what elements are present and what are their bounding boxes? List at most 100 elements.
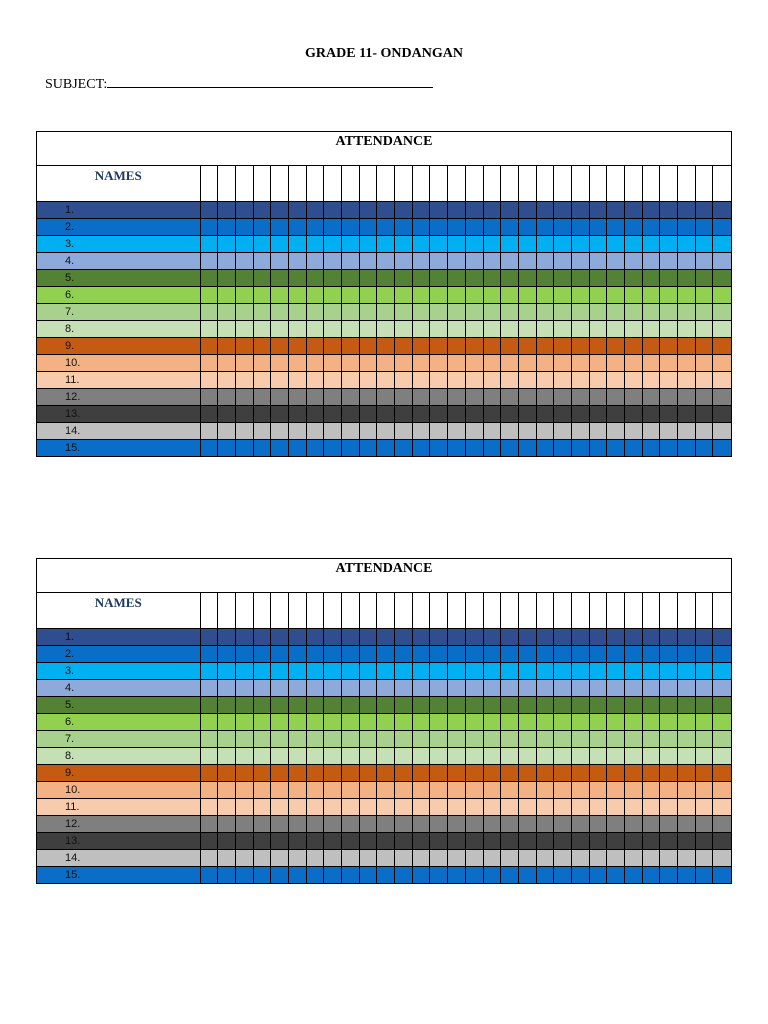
attendance-cell[interactable]	[376, 865, 396, 883]
attendance-cell[interactable]	[588, 353, 608, 372]
attendance-cell[interactable]	[341, 370, 360, 389]
attendance-cell[interactable]	[341, 421, 360, 440]
attendance-cell[interactable]	[234, 780, 254, 799]
attendance-cell[interactable]	[624, 627, 643, 646]
attendance-cell[interactable]	[411, 302, 431, 321]
attendance-cell[interactable]	[252, 865, 272, 883]
attendance-cell[interactable]	[659, 746, 679, 765]
date-column-header[interactable]	[394, 166, 413, 202]
attendance-cell[interactable]	[659, 695, 679, 714]
attendance-cell[interactable]	[447, 302, 466, 321]
attendance-cell[interactable]	[588, 678, 608, 697]
attendance-cell[interactable]	[588, 780, 608, 799]
attendance-cell[interactable]	[588, 234, 608, 253]
student-name-cell[interactable]: 14.	[37, 421, 201, 440]
attendance-cell[interactable]	[341, 763, 360, 782]
attendance-cell[interactable]	[199, 319, 219, 338]
attendance-cell[interactable]	[606, 302, 625, 321]
attendance-cell[interactable]	[305, 848, 325, 867]
attendance-cell[interactable]	[500, 746, 519, 765]
attendance-cell[interactable]	[677, 268, 696, 287]
attendance-cell[interactable]	[376, 627, 396, 646]
attendance-cell[interactable]	[500, 302, 519, 321]
attendance-cell[interactable]	[376, 302, 396, 321]
attendance-cell[interactable]	[376, 831, 396, 850]
attendance-cell[interactable]	[305, 302, 325, 321]
attendance-cell[interactable]	[535, 712, 555, 731]
date-column-header[interactable]	[429, 166, 449, 202]
attendance-cell[interactable]	[464, 865, 484, 883]
attendance-cell[interactable]	[500, 661, 519, 680]
attendance-cell[interactable]	[641, 234, 661, 253]
attendance-cell[interactable]	[447, 780, 466, 799]
attendance-cell[interactable]	[570, 814, 590, 833]
attendance-cell[interactable]	[570, 404, 590, 423]
attendance-cell[interactable]	[411, 319, 431, 338]
attendance-cell[interactable]	[500, 644, 519, 663]
date-column-header[interactable]	[270, 593, 289, 629]
attendance-cell[interactable]	[217, 831, 236, 850]
attendance-cell[interactable]	[570, 353, 590, 372]
attendance-cell[interactable]	[659, 848, 679, 867]
attendance-cell[interactable]	[606, 438, 625, 456]
attendance-cell[interactable]	[376, 712, 396, 731]
attendance-cell[interactable]	[482, 865, 502, 883]
attendance-cell[interactable]	[677, 678, 696, 697]
attendance-cell[interactable]	[199, 336, 219, 355]
attendance-cell[interactable]	[234, 661, 254, 680]
attendance-cell[interactable]	[588, 627, 608, 646]
student-name-cell[interactable]: 7.	[37, 302, 201, 321]
attendance-cell[interactable]	[464, 746, 484, 765]
attendance-cell[interactable]	[234, 695, 254, 714]
attendance-cell[interactable]	[712, 268, 731, 287]
attendance-cell[interactable]	[429, 319, 449, 338]
attendance-cell[interactable]	[305, 251, 325, 270]
attendance-cell[interactable]	[517, 627, 537, 646]
attendance-cell[interactable]	[394, 865, 413, 883]
attendance-cell[interactable]	[659, 661, 679, 680]
attendance-cell[interactable]	[659, 831, 679, 850]
attendance-cell[interactable]	[252, 302, 272, 321]
attendance-cell[interactable]	[677, 438, 696, 456]
attendance-cell[interactable]	[323, 234, 342, 253]
student-name-cell[interactable]: 1.	[37, 200, 201, 219]
attendance-cell[interactable]	[712, 234, 731, 253]
attendance-cell[interactable]	[394, 353, 413, 372]
attendance-cell[interactable]	[394, 695, 413, 714]
attendance-cell[interactable]	[199, 251, 219, 270]
attendance-cell[interactable]	[677, 627, 696, 646]
attendance-cell[interactable]	[411, 763, 431, 782]
attendance-cell[interactable]	[287, 370, 307, 389]
student-name-cell[interactable]: 13.	[37, 404, 201, 423]
date-column-header[interactable]	[464, 166, 484, 202]
attendance-cell[interactable]	[641, 421, 661, 440]
attendance-cell[interactable]	[500, 404, 519, 423]
attendance-cell[interactable]	[712, 865, 731, 883]
attendance-cell[interactable]	[394, 268, 413, 287]
student-name-cell[interactable]: 2.	[37, 644, 201, 663]
attendance-cell[interactable]	[517, 814, 537, 833]
attendance-cell[interactable]	[694, 217, 714, 236]
attendance-cell[interactable]	[464, 797, 484, 816]
date-column-header[interactable]	[482, 593, 502, 629]
attendance-cell[interactable]	[464, 627, 484, 646]
attendance-cell[interactable]	[482, 234, 502, 253]
attendance-cell[interactable]	[606, 217, 625, 236]
attendance-cell[interactable]	[677, 370, 696, 389]
attendance-cell[interactable]	[217, 200, 236, 219]
attendance-cell[interactable]	[411, 421, 431, 440]
attendance-cell[interactable]	[606, 336, 625, 355]
attendance-cell[interactable]	[341, 404, 360, 423]
attendance-cell[interactable]	[535, 234, 555, 253]
date-column-header[interactable]	[641, 166, 661, 202]
attendance-cell[interactable]	[712, 763, 731, 782]
attendance-cell[interactable]	[606, 695, 625, 714]
attendance-cell[interactable]	[553, 763, 572, 782]
attendance-cell[interactable]	[234, 746, 254, 765]
attendance-cell[interactable]	[694, 421, 714, 440]
attendance-cell[interactable]	[252, 404, 272, 423]
attendance-cell[interactable]	[394, 712, 413, 731]
attendance-cell[interactable]	[358, 268, 378, 287]
attendance-cell[interactable]	[341, 661, 360, 680]
attendance-cell[interactable]	[606, 387, 625, 406]
